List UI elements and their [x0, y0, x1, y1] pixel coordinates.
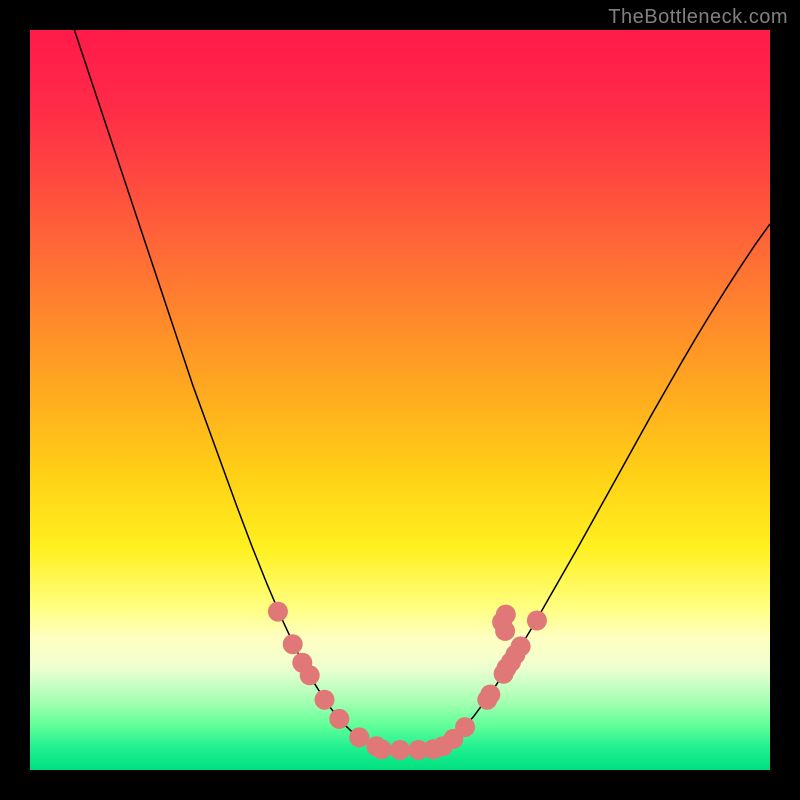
- chart-area: [30, 30, 770, 770]
- data-marker: [480, 685, 500, 705]
- data-marker: [527, 611, 547, 631]
- data-marker: [329, 709, 349, 729]
- curve-layer: [30, 30, 770, 770]
- data-marker: [349, 727, 369, 747]
- data-marker: [268, 602, 288, 622]
- watermark-text: TheBottleneck.com: [608, 6, 788, 29]
- data-marker: [315, 690, 335, 710]
- data-marker: [390, 740, 410, 760]
- data-marker: [300, 665, 320, 685]
- data-marker: [372, 739, 392, 759]
- data-marker: [283, 634, 303, 654]
- data-marker: [496, 605, 516, 625]
- data-marker: [455, 717, 475, 737]
- bottleneck-curve: [74, 30, 770, 750]
- data-marker: [511, 636, 531, 656]
